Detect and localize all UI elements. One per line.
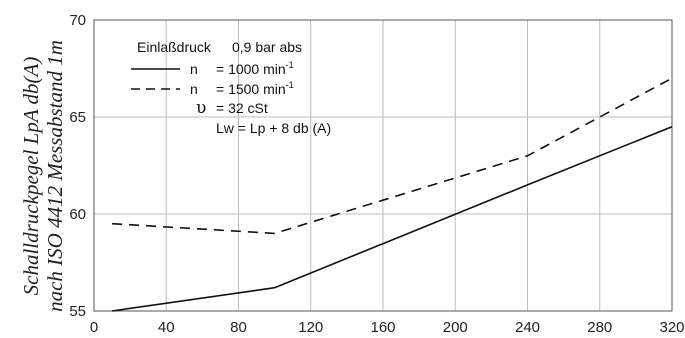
y-tick-labels: 55 60 65 70 (69, 12, 86, 320)
legend: Einlaßdruck 0,9 bar abs n = 1000 min-1 n… (131, 39, 331, 136)
x-tick-label-5: 200 (443, 319, 468, 336)
y-tick-label-1: 60 (69, 206, 86, 223)
legend-title-value: 0,9 bar abs (232, 39, 302, 55)
legend-formula: Lw = Lp + 8 db (A) (216, 120, 331, 136)
plot-frame (93, 19, 673, 312)
legend-entry-2-symbol: n (190, 81, 198, 97)
legend-viscosity-symbol: υ (196, 98, 206, 118)
legend-entry-2-text: = 1500 min-1 (216, 80, 294, 97)
x-tick-labels: 0 40 80 120 160 200 240 280 320 (90, 319, 685, 336)
x-tick-label-3: 120 (298, 319, 323, 336)
legend-viscosity-text: = 32 cSt (216, 100, 268, 116)
x-tick-label-1: 40 (158, 319, 175, 336)
x-tick-label-8: 320 (659, 319, 684, 336)
y-tick-label-3: 70 (69, 12, 86, 29)
x-tick-label-6: 240 (515, 319, 540, 336)
series-line-solid (111, 125, 673, 312)
y-axis-label-line2: nach ISO 4412 Messabstand 1m (43, 40, 67, 312)
y-tick-label-2: 65 (69, 109, 86, 126)
x-tick-label-0: 0 (90, 319, 98, 336)
series-lines (111, 77, 673, 312)
legend-entry-1-symbol: n (190, 61, 198, 77)
x-tick-label-4: 160 (370, 319, 395, 336)
series-line-dashed (112, 77, 673, 235)
x-tick-label-7: 280 (587, 319, 612, 336)
grid-lines (94, 20, 672, 311)
x-tick-label-2: 80 (230, 319, 247, 336)
y-tick-label-0: 55 (69, 303, 86, 320)
y-axis-label-line1: Schalldruckpegel LpA db(A) (19, 57, 43, 296)
legend-entry-1-text: = 1000 min-1 (216, 60, 294, 77)
legend-title-label: Einlaßdruck (137, 39, 212, 55)
